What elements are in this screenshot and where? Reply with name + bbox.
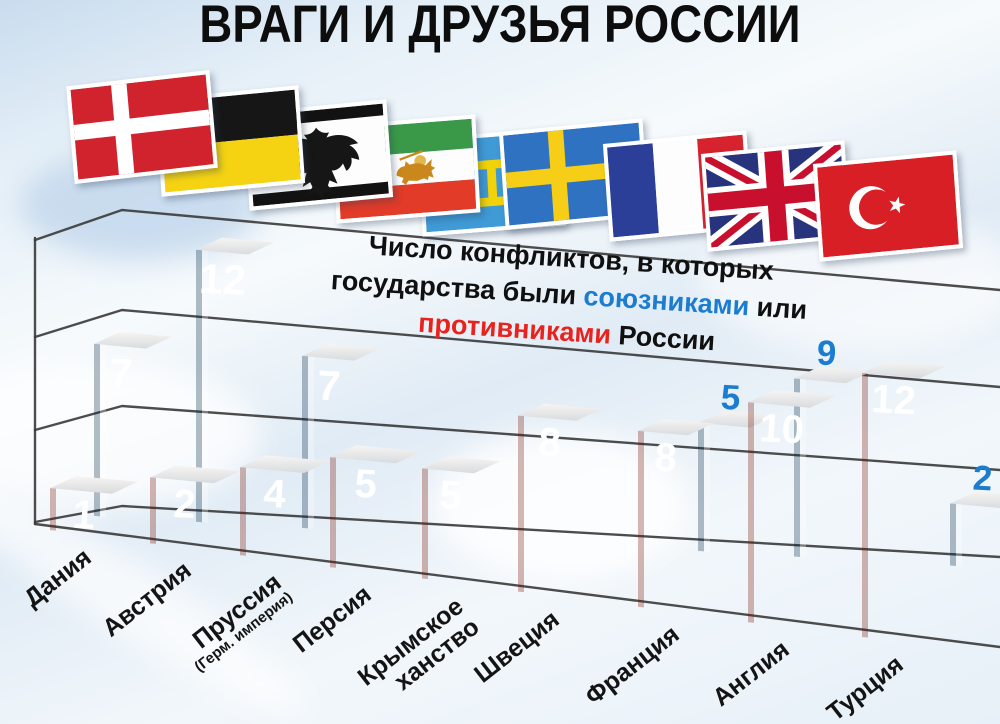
bar-ally-turkey <box>950 491 1000 567</box>
bar-enemy-crimea <box>422 456 500 579</box>
bar-enemy-turkey <box>862 361 946 638</box>
value-label-enemy-england: 10 <box>758 406 805 452</box>
gridline <box>33 522 1000 649</box>
value-label-ally-turkey: 2 <box>972 458 993 498</box>
value-label-enemy-denmark: 1 <box>71 493 96 538</box>
bar-ally-austria <box>196 237 274 523</box>
value-label-enemy-turkey: 12 <box>870 377 917 423</box>
value-label-ally-denmark: 7 <box>108 349 134 397</box>
flag-art-turkey <box>817 154 959 258</box>
bar-ally-prussia <box>302 343 380 529</box>
flag-art-england <box>705 144 847 248</box>
bar-enemy-prussia <box>240 455 330 556</box>
enemy-term: противниками <box>417 307 612 350</box>
flag-denmark <box>66 70 218 184</box>
gridline <box>33 208 1000 292</box>
value-label-ally-austria: 12 <box>198 255 247 304</box>
value-label-ally-england: 9 <box>816 333 837 373</box>
flag-turkey <box>812 150 964 262</box>
bar-enemy-austria <box>150 465 240 544</box>
ally-term: союзниками <box>582 280 751 322</box>
bar-enemy-denmark <box>50 476 138 531</box>
bar-enemy-england <box>748 390 836 623</box>
bar-enemy-persia <box>330 445 422 568</box>
value-label-ally-france: 5 <box>720 378 741 418</box>
bar-ally-france <box>698 410 776 552</box>
value-label-enemy-crimea: 5 <box>438 473 463 518</box>
gridline <box>33 308 1000 389</box>
gridline <box>33 504 1000 559</box>
bar-enemy-sweden <box>518 403 602 593</box>
bar-ally-england <box>794 366 872 558</box>
page-title: ВРАГИ И ДРУЗЬЯ РОССИИ <box>199 0 801 54</box>
cloud-decor <box>430 430 690 580</box>
bar-enemy-france <box>638 418 714 608</box>
flag-england <box>700 140 852 252</box>
bar-ally-denmark <box>94 331 172 517</box>
value-label-enemy-persia: 5 <box>353 462 378 507</box>
flag-art-denmark <box>70 74 214 180</box>
value-label-enemy-sweden: 8 <box>537 420 562 465</box>
value-label-enemy-prussia: 4 <box>262 472 287 517</box>
value-label-enemy-austria: 2 <box>172 482 197 527</box>
gridline <box>33 404 1000 472</box>
value-label-ally-prussia: 7 <box>316 361 342 409</box>
value-label-enemy-france: 8 <box>653 435 678 480</box>
